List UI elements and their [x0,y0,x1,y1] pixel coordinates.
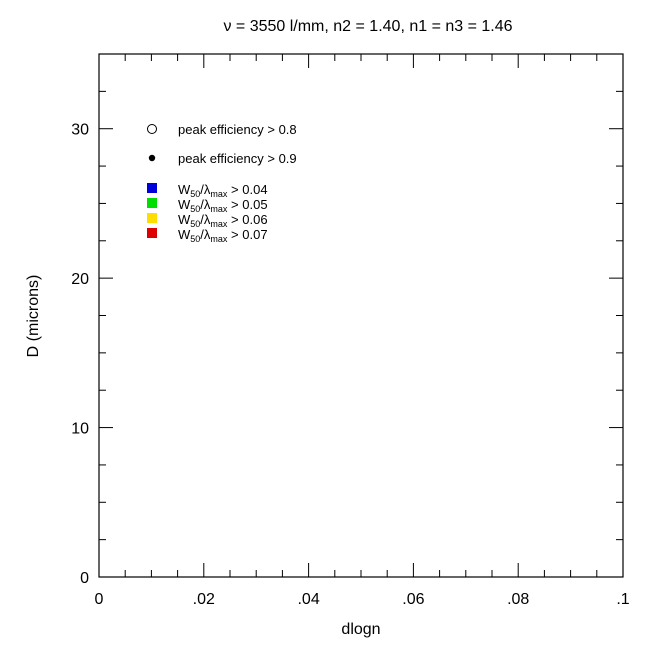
x-tick-labels: 0 .02 .04 .06 .08 .1 [95,591,630,608]
legend-marker-square [147,198,157,208]
legend: peak efficiency > 0.8 peak efficiency > 0… [147,122,297,244]
y-tick-label: 30 [71,122,89,139]
legend-label: W50/λmax > 0.07 [178,227,268,244]
legend-label: peak efficiency > 0.9 [178,151,297,166]
chart-title: ν = 3550 l/mm, n2 = 1.40, n1 = n3 = 1.46 [223,18,512,35]
legend-marker-filled-circle [148,154,156,162]
legend-label: W50/λmax > 0.06 [178,212,268,229]
x-tick-label: .1 [616,591,629,608]
legend-marker-square [147,213,157,223]
x-tick-label: 0 [95,591,104,608]
x-tick-label: .04 [297,591,319,608]
x-tick-label: .08 [507,591,529,608]
y-axis-label: D (microns) [25,275,42,358]
axis-ticks [98,53,624,578]
legend-marker-square [147,183,157,193]
y-tick-label: 0 [80,570,89,587]
y-tick-labels: 0 10 20 30 [71,122,89,587]
x-axis-label: dlogn [341,621,380,638]
x-tick-label: .02 [193,591,215,608]
legend-marker-open-circle [147,124,157,134]
legend-label: peak efficiency > 0.8 [178,122,297,137]
y-tick-label: 20 [71,271,89,288]
legend-marker-square [147,228,157,238]
legend-label: W50/λmax > 0.05 [178,197,268,214]
legend-label: W50/λmax > 0.04 [178,182,268,199]
x-tick-label: .06 [402,591,424,608]
y-tick-label: 10 [71,421,89,438]
